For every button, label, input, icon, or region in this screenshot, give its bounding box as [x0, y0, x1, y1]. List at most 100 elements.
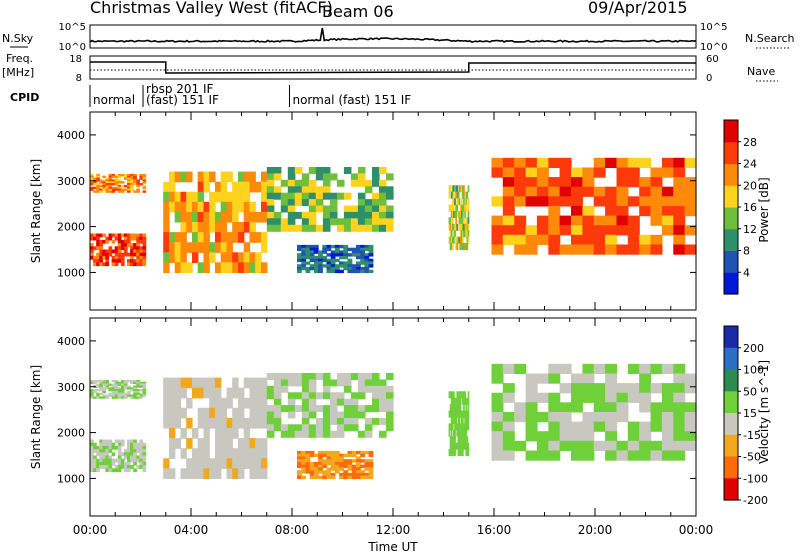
nsearch-label: N.Search	[745, 32, 795, 45]
noise-tick-left-top: 10^5	[59, 22, 86, 33]
power-colorbar-swatch	[724, 163, 738, 186]
velocity-axes: 1000 2000 3000 4000 00:00 04:00 08:00 12:00 16:0…	[57, 318, 713, 537]
velocity-xtick-label: 20:00	[578, 523, 613, 537]
nave-tick-top: 60	[706, 54, 719, 65]
velocity-echo-region	[448, 391, 470, 457]
power-colorbar-tick-label: 20	[743, 179, 757, 192]
velocity-colorbar-swatch	[724, 413, 738, 436]
velocity-xtick-label: 08:00	[275, 523, 310, 537]
velocity-colorbar-swatch	[724, 456, 738, 479]
velocity-echo-region	[90, 439, 147, 473]
velocity-xtick-label: 00:00	[73, 523, 108, 537]
power-ytick-label: 2000	[57, 221, 85, 234]
velocity-ytick-label: 4000	[57, 335, 85, 348]
nsky-label: N.Sky	[2, 32, 34, 45]
power-colorbar-tick-label: 16	[743, 201, 757, 214]
beam-label: Beam 06	[322, 2, 394, 21]
velocity-colorbar-tick-label: 15	[743, 407, 757, 420]
power-colorbar-swatch	[724, 185, 738, 208]
noise-tick-right-top: 10^5	[700, 22, 727, 33]
velocity-echo-region	[266, 373, 394, 438]
velocity-xtick-label: 00:00	[679, 523, 714, 537]
power-colorbar-tick-label: 8	[743, 245, 750, 258]
velocity-panel: 1000 2000 3000 4000 00:00 04:00 08:00 12:00 16:0…	[29, 317, 771, 554]
cpid-segment-label: normal	[93, 93, 135, 107]
power-ytick-label: 1000	[57, 266, 85, 279]
frequency-panel: Freq. [MHz] 18 8 60 0 Nave	[2, 52, 778, 84]
power-echo-region	[90, 233, 147, 267]
velocity-colorbar-tick-label: -200	[743, 494, 768, 507]
noise-trace	[89, 27, 697, 43]
power-colorbar-swatch	[724, 228, 738, 252]
power-colorbar-swatch	[724, 120, 738, 143]
velocity-colorbar: 200 100 50 15 -15 -50 -100 -200	[723, 325, 768, 507]
power-echo-region	[448, 185, 470, 251]
velocity-colorbar-label: Velocity [m s^-1]	[757, 360, 771, 464]
noise-tick-right-bottom: 10^0	[700, 42, 727, 53]
velocity-colorbar-tick-label: -50	[743, 451, 761, 464]
power-echo-region	[266, 167, 394, 232]
date-label: 09/Apr/2015	[588, 0, 688, 17]
noise-panel: N.Sky 10^5 10^0 10^5 10^0 N.Search	[2, 22, 795, 53]
velocity-colorbar-swatch	[724, 326, 738, 349]
velocity-colorbar-tick-label: -15	[743, 429, 761, 442]
velocity-echo-data	[90, 363, 697, 480]
power-colorbar-swatch	[724, 141, 738, 165]
freq-label: Freq.	[6, 52, 33, 65]
velocity-colorbar-swatch	[724, 391, 738, 414]
velocity-colorbar-tick-label: 100	[743, 364, 764, 377]
velocity-xtick-label: 12:00	[376, 523, 411, 537]
velocity-xtick-label: 04:00	[174, 523, 209, 537]
velocity-colorbar-swatch	[724, 434, 738, 458]
velocity-colorbar-swatch	[724, 478, 738, 501]
velocity-echo-region	[163, 377, 268, 479]
power-axes: 1000 2000 3000 4000	[57, 112, 697, 310]
cpid-label: CPID	[10, 91, 39, 104]
power-echo-region	[491, 157, 697, 255]
velocity-echo-region	[90, 379, 147, 399]
nave-label: Nave	[747, 65, 775, 78]
power-colorbar-swatch	[724, 207, 738, 230]
power-echo-region	[90, 173, 147, 193]
power-colorbar-tick-label: 28	[743, 136, 757, 149]
cpid-segment-label: rbsp 201 IF	[146, 82, 213, 96]
velocity-colorbar-tick-label: -100	[743, 472, 768, 485]
velocity-ytick-label: 1000	[57, 472, 85, 485]
velocity-ytick-label: 3000	[57, 381, 85, 394]
power-echo-data	[90, 157, 697, 274]
station-title: Christmas Valley West (fitACF)	[90, 0, 333, 17]
velocity-ytick-label: 2000	[57, 427, 85, 440]
freq-tick-bottom: 8	[76, 73, 82, 84]
cpid-panel: CPID normal rbsp 201 IF (fast) 151 IF no…	[10, 82, 411, 107]
velocity-echo-region	[491, 363, 697, 461]
nave-tick-bottom: 0	[706, 73, 712, 84]
freq-tick-top: 18	[69, 54, 82, 65]
power-colorbar: 4 8 12 16 20 24 28	[723, 119, 757, 295]
power-panel: 1000 2000 3000 4000 Slant Range [km] 4 8 12 16…	[29, 111, 771, 311]
velocity-colorbar-tick-label: 50	[743, 385, 757, 398]
velocity-colorbar-swatch	[724, 347, 738, 371]
power-colorbar-tick-label: 12	[743, 223, 757, 236]
power-colorbar-label: Power [dB]	[757, 177, 771, 242]
velocity-colorbar-swatch	[724, 369, 738, 392]
power-ytick-label: 4000	[57, 129, 85, 142]
frequency-trace	[90, 61, 696, 74]
cpid-segment-label: normal (fast) 151 IF	[292, 93, 411, 107]
velocity-xtick-label: 16:00	[477, 523, 512, 537]
velocity-ylabel: Slant Range [km]	[29, 365, 43, 469]
power-colorbar-swatch	[724, 250, 738, 273]
freq-unit-label: [MHz]	[2, 66, 34, 79]
power-echo-region	[297, 244, 374, 274]
velocity-echo-region	[297, 450, 374, 480]
time-axis-label: Time UT	[367, 540, 418, 554]
power-colorbar-tick-label: 4	[743, 266, 750, 279]
velocity-colorbar-tick-label: 200	[743, 342, 764, 355]
power-colorbar-swatch	[724, 272, 738, 295]
power-ytick-label: 3000	[57, 175, 85, 188]
power-colorbar-tick-label: 24	[743, 158, 757, 171]
power-echo-region	[163, 171, 268, 273]
cpid-segment-label: (fast) 151 IF	[146, 93, 219, 107]
noise-tick-left-bottom: 10^0	[59, 42, 86, 53]
power-ylabel: Slant Range [km]	[29, 159, 43, 263]
